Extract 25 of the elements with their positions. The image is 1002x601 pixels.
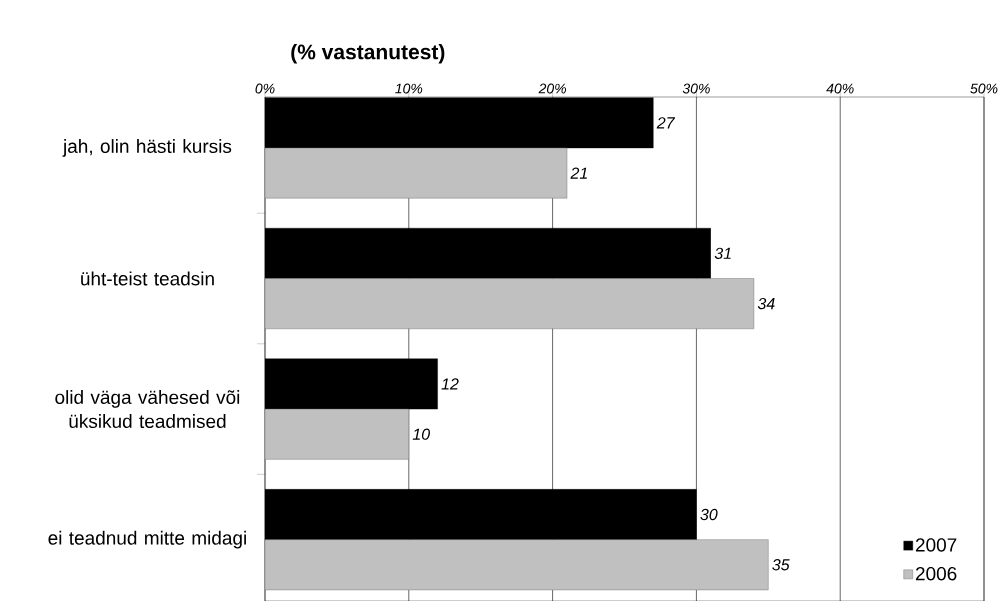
data-label: 27 [656,117,676,129]
x-tick-label: 40% [826,83,854,94]
y-tick-label: olid väga vähesed või üksikud teadmised [55,390,240,429]
y-tick-label: jah, olin hästi kursis [62,139,232,157]
x-tick-label: 0% [255,83,275,94]
legend-label: 2007 [915,538,957,552]
y-tick-label: ei teadnud mitte midagi [48,530,246,549]
chart-title: (% vastanutest) [291,43,445,64]
data-label: 12 [441,378,459,390]
data-label: 35 [772,559,790,571]
bar [265,278,755,329]
data-label: 34 [757,297,775,310]
bar [265,147,568,199]
data-label: 31 [714,247,731,260]
x-tick-label: 10% [395,83,423,94]
bar [265,408,409,460]
y-tick-label: üht-teist teadsin [81,271,214,286]
data-label: 21 [570,167,587,179]
bar [265,539,769,591]
x-tick-label: 50% [970,83,998,94]
x-tick-label: 20% [538,83,566,94]
data-label: 30 [700,508,718,521]
x-tick-label: 30% [682,83,710,94]
legend-label: 2006 [915,566,957,581]
data-label: 10 [412,428,430,440]
